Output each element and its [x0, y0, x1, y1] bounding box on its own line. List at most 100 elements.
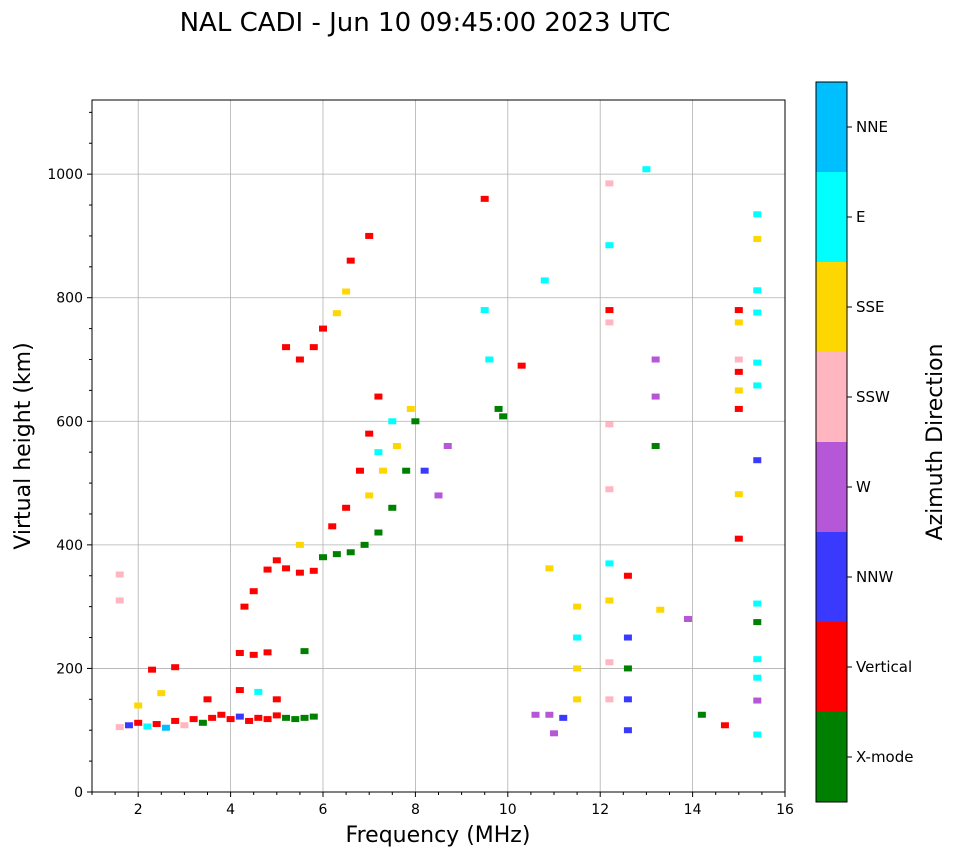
data-point	[365, 430, 374, 437]
data-point	[545, 565, 554, 572]
colorbar-tick-label: NNE	[856, 118, 888, 136]
data-point	[171, 717, 180, 724]
data-point	[342, 504, 351, 511]
data-point	[198, 719, 207, 726]
data-point	[545, 711, 554, 718]
data-point	[203, 696, 212, 703]
y-axis-ticks: 0 200 400 600 800 1000	[47, 111, 92, 801]
data-point	[346, 257, 355, 264]
data-point	[355, 467, 364, 474]
data-point	[282, 714, 291, 721]
data-point	[235, 713, 244, 720]
data-point	[550, 730, 558, 737]
data-point	[656, 606, 665, 613]
data-point	[734, 368, 743, 375]
y-tick-label: 1000	[47, 167, 83, 183]
colorbar-label: Azimuth Direction	[923, 343, 948, 540]
data-point	[272, 712, 281, 719]
data-point	[115, 724, 124, 731]
data-point	[623, 727, 632, 734]
x-tick-label: 8	[411, 802, 420, 818]
data-point	[295, 356, 304, 363]
data-point	[573, 696, 582, 703]
data-point	[300, 714, 309, 721]
data-point	[295, 541, 304, 548]
data-point	[249, 588, 258, 595]
data-point	[734, 307, 743, 314]
colorbar-segment	[816, 262, 847, 352]
x-tick-label: 12	[591, 802, 609, 818]
data-point	[734, 405, 743, 412]
data-point	[499, 413, 508, 420]
data-point	[605, 659, 614, 666]
data-point	[494, 405, 503, 412]
colorbar-tick-label: E	[856, 208, 865, 226]
data-point	[734, 387, 743, 394]
colorbar-segment	[816, 712, 847, 802]
colorbar-segment	[816, 172, 847, 262]
data-point	[342, 288, 351, 295]
data-point	[753, 619, 762, 626]
data-point	[683, 616, 692, 622]
chart-title: NAL CADI - Jun 10 09:45:00 2023 UTC	[180, 8, 671, 38]
data-point	[134, 702, 143, 709]
y-tick-label: 800	[56, 291, 83, 307]
data-point	[605, 696, 614, 703]
data-point	[388, 418, 397, 425]
colorbar-tick-label: SSE	[856, 298, 885, 316]
data-point	[291, 716, 300, 723]
data-point	[217, 711, 226, 718]
data-point	[753, 359, 762, 366]
data-point	[531, 711, 540, 718]
data-point	[115, 597, 124, 604]
data-point	[753, 309, 762, 316]
colorbar-tick-label: X-mode	[856, 748, 913, 766]
data-point	[605, 242, 614, 249]
data-point	[605, 307, 614, 314]
x-tick-label: 16	[776, 802, 794, 818]
data-point	[282, 344, 291, 351]
x-tick-label: 4	[226, 802, 235, 818]
data-point	[753, 697, 762, 704]
data-point	[753, 674, 762, 681]
y-tick-label: 0	[74, 785, 83, 801]
data-point	[152, 721, 161, 728]
data-point	[443, 443, 452, 449]
data-point	[124, 722, 133, 729]
data-point	[734, 319, 743, 326]
data-point	[434, 492, 443, 499]
colorbar-segment	[816, 352, 847, 442]
data-point	[623, 665, 632, 672]
colorbar-tick-label: Vertical	[856, 658, 912, 676]
data-point	[319, 325, 327, 332]
data-point	[254, 714, 263, 721]
data-point	[282, 565, 291, 572]
data-point	[235, 649, 244, 656]
data-point	[328, 523, 337, 530]
data-point	[480, 195, 489, 202]
colorbar: X-mode Vertical NNW W SSW SSE E NNE	[815, 81, 913, 803]
data-point	[143, 723, 152, 730]
data-point	[753, 457, 762, 464]
colorbar-segment	[816, 82, 847, 172]
x-axis-ticks: 2 4 6 8 10 12 14 16	[91, 792, 794, 818]
data-point	[605, 319, 614, 326]
data-point	[605, 560, 614, 567]
data-point	[134, 719, 143, 726]
data-point	[559, 714, 568, 721]
data-point	[485, 356, 494, 363]
data-point	[420, 467, 429, 474]
data-point	[540, 277, 549, 284]
data-point	[295, 569, 304, 576]
data-point	[480, 307, 489, 314]
data-point	[753, 236, 762, 243]
data-point	[360, 541, 369, 548]
data-point	[235, 687, 244, 694]
data-point	[605, 421, 614, 428]
data-point	[605, 597, 614, 604]
x-tick-label: 2	[134, 802, 143, 818]
data-point	[573, 603, 582, 610]
data-point	[374, 393, 383, 400]
data-point	[402, 467, 411, 474]
